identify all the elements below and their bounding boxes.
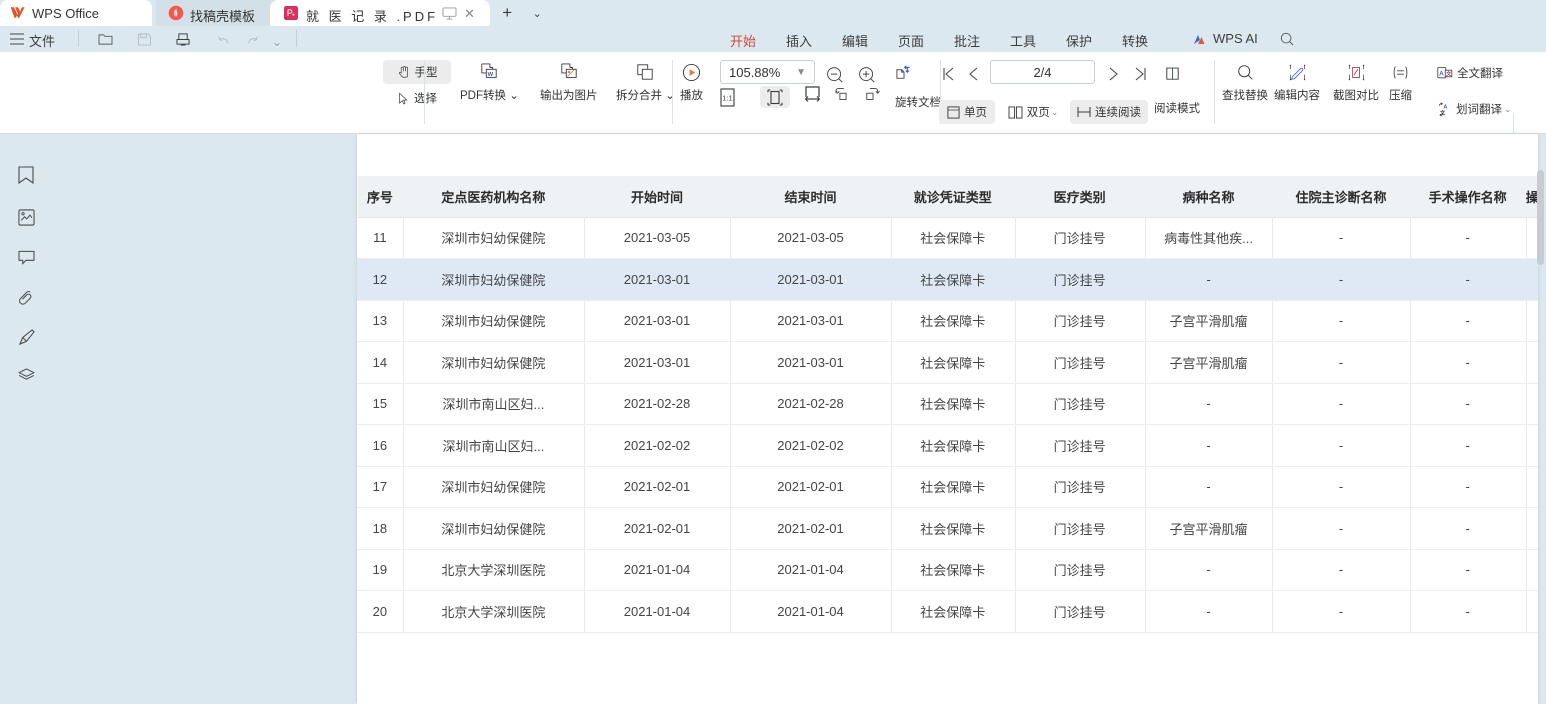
svg-text:A: A <box>1439 70 1444 77</box>
svg-text:W: W <box>488 72 494 78</box>
svg-text:A: A <box>1443 104 1447 110</box>
svg-text:1:1: 1:1 <box>722 94 732 103</box>
